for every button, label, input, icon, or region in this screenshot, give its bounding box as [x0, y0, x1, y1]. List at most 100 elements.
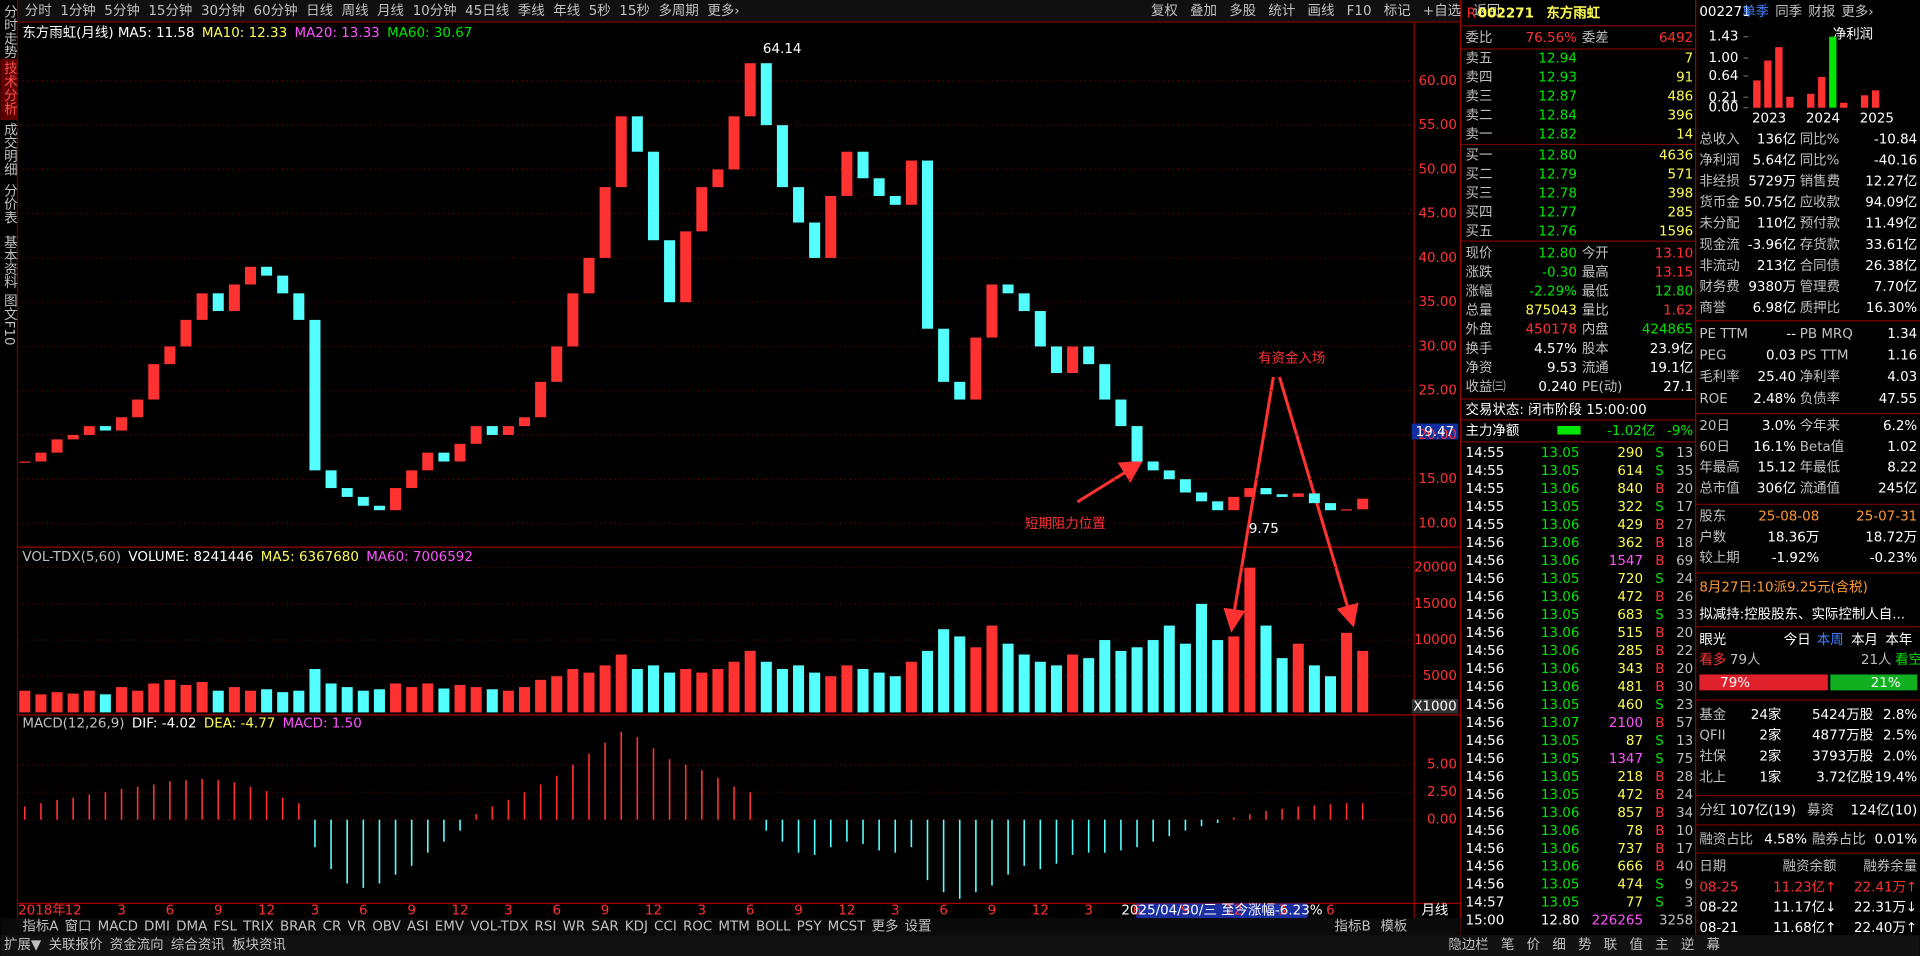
indicator-tab[interactable]: WR — [563, 920, 586, 935]
row-label: 质押比 — [1800, 300, 1840, 316]
indicator-bar — [0, 918, 1461, 936]
row-value: 3.72亿股 — [1816, 769, 1873, 785]
row-value: -- — [1786, 327, 1796, 342]
tick-count: 57 — [1676, 716, 1693, 731]
row-value: 24家 — [1751, 706, 1782, 723]
fin-tab[interactable]: 同季 — [1775, 4, 1802, 20]
row-label: ROE — [1699, 392, 1727, 407]
candle — [470, 426, 482, 444]
side-tab[interactable]: 图文F10 — [1, 294, 18, 346]
volume-bar — [325, 683, 337, 713]
row-value: 5424万股 — [1812, 708, 1873, 723]
book-volume: 7 — [1685, 52, 1694, 67]
period-button: 分时 — [25, 3, 52, 19]
indicator-tab[interactable]: BRAR — [280, 920, 317, 935]
indicator-tab[interactable]: 更多 — [872, 918, 899, 935]
side-tab[interactable]: 技术分析 — [1, 61, 18, 115]
tick-side: B — [1655, 482, 1664, 497]
y-tick-label: 0.00 — [1427, 813, 1457, 828]
book-volume: 398 — [1668, 186, 1694, 201]
volume-bar — [647, 665, 659, 713]
row-value: 424865 — [1642, 323, 1693, 338]
tick-price: 13.05 — [1541, 734, 1580, 749]
indicator-tab[interactable]: ROC — [683, 920, 712, 935]
tick-side: B — [1655, 806, 1664, 821]
candle — [760, 63, 772, 126]
indicator-tab[interactable]: 设置 — [905, 919, 932, 935]
row-label: 基金 — [1699, 706, 1726, 723]
bull-pct: 79% — [1720, 676, 1750, 691]
tick-price: 13.06 — [1541, 644, 1580, 659]
row-value: 8.22 — [1887, 461, 1917, 476]
tick-price: 13.05 — [1541, 878, 1580, 893]
indicator-tab[interactable]: TRIX — [242, 920, 274, 935]
side-tab[interactable]: 成交明细 — [1, 122, 18, 176]
status-bar — [0, 935, 1920, 956]
indicator-tab[interactable]: FSL — [213, 920, 237, 935]
indicator-tab[interactable]: SAR — [591, 920, 618, 935]
side-tab[interactable]: 分价表 — [1, 183, 18, 224]
indicator-tab[interactable]: 窗口 — [65, 918, 92, 935]
profit-bar — [1786, 96, 1794, 108]
side-tab[interactable]: 基本资料 — [1, 234, 18, 289]
row-label: QFII — [1699, 729, 1725, 744]
indicator-tab[interactable]: OBV — [372, 920, 401, 935]
indicator-tab[interactable]: DMA — [176, 920, 208, 935]
candle — [712, 169, 724, 188]
volume-bar — [1276, 658, 1288, 713]
indicator-tab[interactable]: BOLL — [756, 920, 791, 935]
date-label: 2018年 — [18, 903, 66, 919]
indicator-tab[interactable]: MTM — [718, 920, 749, 935]
book-label: 买二 — [1466, 166, 1493, 182]
indicator-tab[interactable]: 指标A — [22, 919, 59, 935]
volume-bar — [986, 625, 998, 713]
fin-tab[interactable]: 更多› — [1841, 3, 1873, 20]
fin-tab[interactable]: 财报 — [1808, 4, 1835, 20]
tick-volume: 77 — [1626, 896, 1643, 911]
indicator-tab[interactable]: MCST — [828, 920, 867, 935]
indicator-tab[interactable]: CCI — [654, 920, 677, 935]
tick-side: B — [1655, 626, 1664, 641]
indicator-tab[interactable]: KDJ — [625, 920, 648, 935]
indicator-tab[interactable]: MACD — [98, 920, 138, 935]
indicator-tab[interactable]: PSY — [797, 920, 823, 935]
tick-time: 14:55 — [1466, 482, 1505, 497]
macd-header: DEA: -4.77 — [204, 716, 275, 731]
tick-side: S — [1655, 500, 1664, 515]
side-tab[interactable]: 分时走势 — [1, 5, 18, 60]
volume-bar — [1244, 567, 1256, 713]
indicator-tab[interactable]: CR — [323, 920, 342, 935]
date-label: 9 — [1181, 904, 1190, 919]
row-label: 负债率 — [1800, 390, 1840, 407]
y-tick-label: 5.00 — [1427, 758, 1457, 773]
row-label: PS TTM — [1800, 349, 1849, 364]
indicator-tab[interactable]: ASI — [407, 920, 429, 935]
volume-header: VOLUME: 8241446 — [128, 550, 253, 565]
volume-bar — [1050, 665, 1062, 713]
row-value: 12.27亿 — [1865, 174, 1917, 190]
row-value: 2.8% — [1883, 708, 1917, 723]
tick-price: 13.06 — [1541, 860, 1580, 875]
row-value: 1.34 — [1887, 327, 1917, 342]
row-label: 股东 — [1699, 509, 1726, 525]
indicator-tab[interactable]: RSI — [535, 920, 557, 935]
sentiment: 79人 — [1730, 652, 1761, 668]
date-label: 9 — [601, 904, 610, 919]
date-label: 12 — [65, 904, 82, 919]
chart-label: 净利润 — [1833, 26, 1873, 42]
indicator-tab[interactable]: DMI — [144, 920, 170, 935]
active-tab-bg — [0, 58, 18, 120]
fin-tab[interactable]: 单季 — [1742, 4, 1769, 20]
row-value: 4.03 — [1887, 370, 1917, 385]
candle — [744, 63, 756, 117]
row-label: PEG — [1699, 349, 1726, 364]
indicator-tab[interactable]: VOL-TDX — [470, 920, 528, 935]
row-label: 60日 — [1699, 440, 1730, 455]
indicator-tab[interactable]: VR — [348, 920, 367, 935]
side-button: 幕 — [1707, 937, 1721, 953]
tick-price: 13.06 — [1541, 590, 1580, 605]
y-tick-label: 5000 — [1423, 669, 1457, 684]
volume-bar — [1324, 676, 1336, 713]
indicator-tab[interactable]: EMV — [435, 920, 465, 935]
profit-bar — [1860, 95, 1869, 108]
